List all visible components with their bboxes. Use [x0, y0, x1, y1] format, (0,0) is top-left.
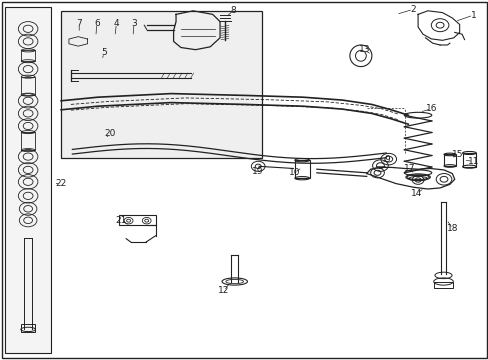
- Bar: [119, 215, 155, 225]
- Text: 6: 6: [94, 19, 100, 28]
- Text: 5: 5: [101, 49, 107, 57]
- Text: 12: 12: [218, 287, 229, 295]
- Bar: [21, 132, 35, 150]
- Text: 10: 10: [288, 168, 300, 177]
- Text: 9: 9: [384, 154, 389, 163]
- Text: 13: 13: [358, 45, 369, 54]
- Text: 19: 19: [252, 166, 264, 175]
- Bar: [5, 7, 51, 353]
- Bar: [96, 133, 105, 140]
- Bar: [462, 153, 475, 167]
- Text: 22: 22: [55, 179, 67, 188]
- Bar: [61, 11, 261, 158]
- Text: 14: 14: [410, 189, 422, 198]
- Text: 16: 16: [425, 104, 436, 113]
- Text: 11: 11: [467, 157, 478, 166]
- Text: 3: 3: [131, 19, 137, 28]
- Bar: [294, 160, 309, 178]
- Text: 8: 8: [230, 5, 236, 14]
- Bar: [126, 41, 138, 45]
- Text: 18: 18: [446, 224, 458, 233]
- Text: 4: 4: [113, 19, 119, 28]
- Text: 2: 2: [409, 5, 415, 14]
- Bar: [433, 282, 452, 288]
- Bar: [443, 154, 455, 166]
- Text: 17: 17: [403, 164, 415, 173]
- Bar: [20, 324, 36, 332]
- Bar: [21, 77, 35, 95]
- Bar: [78, 124, 98, 153]
- Text: 21: 21: [115, 216, 127, 225]
- Text: 1: 1: [469, 10, 475, 19]
- Text: 20: 20: [104, 129, 116, 138]
- Text: 7: 7: [76, 19, 82, 28]
- Bar: [72, 121, 128, 157]
- Bar: [21, 50, 35, 61]
- Text: 15: 15: [450, 150, 462, 159]
